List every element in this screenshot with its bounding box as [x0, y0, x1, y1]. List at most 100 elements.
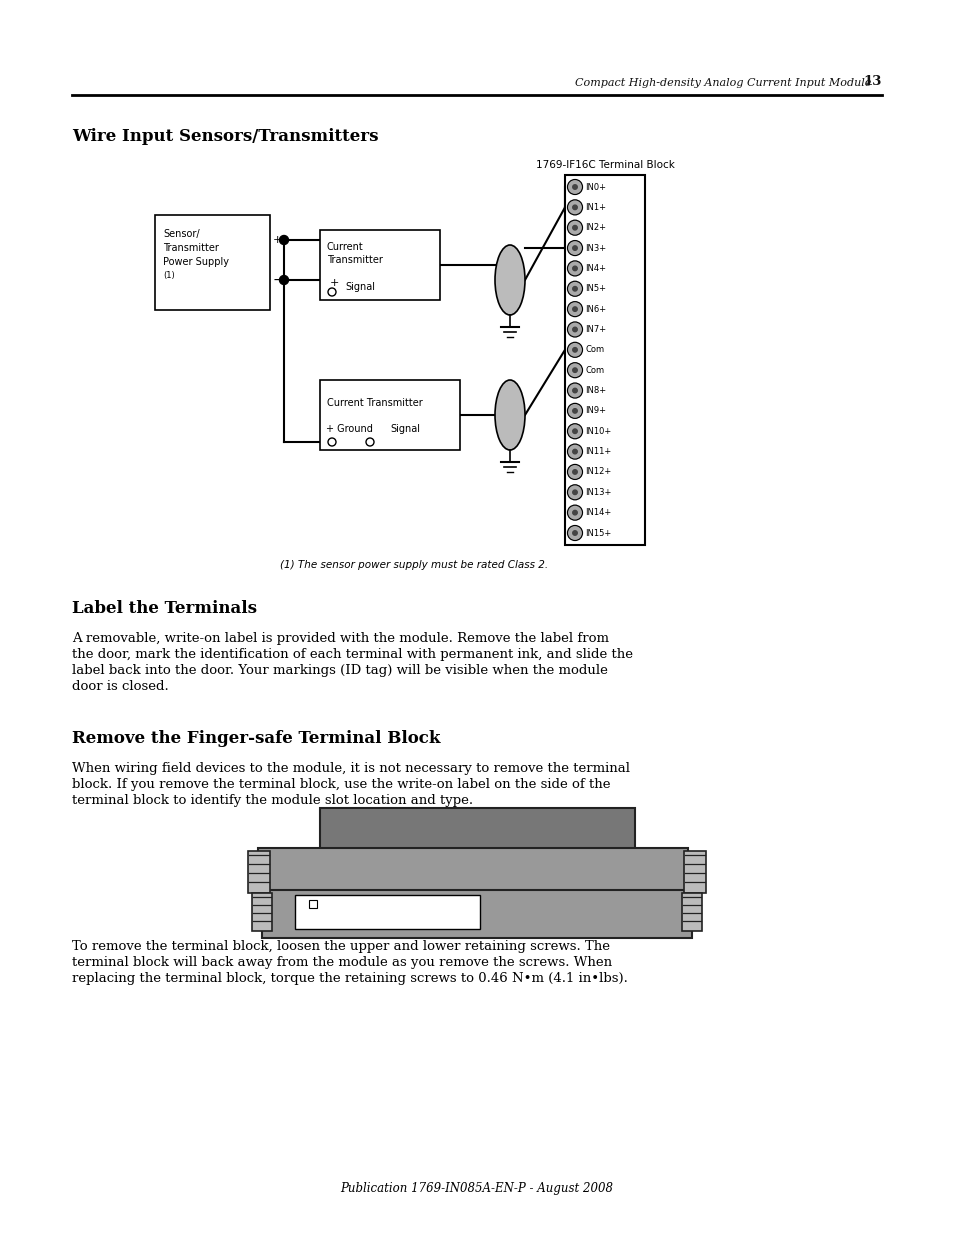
Circle shape — [572, 267, 577, 270]
Circle shape — [572, 287, 577, 291]
Text: Com: Com — [585, 346, 604, 354]
Text: Current Transmitter: Current Transmitter — [327, 398, 422, 408]
Circle shape — [572, 185, 577, 189]
Circle shape — [567, 485, 582, 500]
Bar — [681, 893, 701, 931]
Circle shape — [572, 388, 577, 393]
Circle shape — [567, 342, 582, 357]
Text: 1769-IF16C Terminal Block: 1769-IF16C Terminal Block — [535, 161, 674, 170]
Circle shape — [567, 404, 582, 419]
Text: When wiring field devices to the module, it is not necessary to remove the termi: When wiring field devices to the module,… — [71, 762, 629, 776]
Circle shape — [567, 179, 582, 194]
Circle shape — [279, 275, 288, 284]
Circle shape — [572, 327, 577, 332]
Circle shape — [567, 261, 582, 275]
Circle shape — [572, 226, 577, 230]
Text: −: − — [273, 273, 284, 287]
Text: →: → — [467, 900, 476, 910]
Text: IN0+: IN0+ — [585, 183, 606, 191]
Circle shape — [567, 526, 582, 541]
Text: Signal: Signal — [390, 424, 419, 433]
Text: label back into the door. Your markings (ID tag) will be visible when the module: label back into the door. Your markings … — [71, 664, 607, 677]
Text: IN12+: IN12+ — [585, 467, 611, 477]
Text: Sensor/: Sensor/ — [163, 228, 199, 240]
Circle shape — [572, 450, 577, 453]
Circle shape — [567, 282, 582, 296]
Text: +: + — [330, 278, 339, 288]
Text: MODULE TYPE _____: MODULE TYPE _____ — [297, 913, 381, 923]
Text: SLOT #___: SLOT #___ — [319, 900, 366, 909]
Text: Compact High-density Analog Current Input Module: Compact High-density Analog Current Inpu… — [575, 78, 870, 88]
Text: Transmitter: Transmitter — [327, 254, 382, 266]
Circle shape — [567, 200, 582, 215]
Text: IN6+: IN6+ — [585, 305, 606, 314]
Text: IN3+: IN3+ — [585, 243, 606, 253]
Circle shape — [572, 306, 577, 311]
Ellipse shape — [495, 245, 524, 315]
Text: Current: Current — [327, 242, 363, 252]
Bar — [319, 380, 459, 450]
Circle shape — [572, 531, 577, 535]
Text: Wire Input Sensors/Transmitters: Wire Input Sensors/Transmitters — [71, 128, 378, 144]
Text: Transmitter: Transmitter — [163, 243, 218, 253]
Bar — [319, 230, 439, 300]
Text: terminal block to identify the module slot location and type.: terminal block to identify the module sl… — [71, 794, 473, 806]
Text: A removable, write-on label is provided with the module. Remove the label from: A removable, write-on label is provided … — [71, 632, 608, 645]
Circle shape — [567, 241, 582, 256]
Circle shape — [572, 368, 577, 373]
Circle shape — [572, 409, 577, 414]
Text: the door, mark the identification of each terminal with permanent ink, and slide: the door, mark the identification of eac… — [71, 648, 633, 661]
Text: IN7+: IN7+ — [585, 325, 606, 333]
Text: 13: 13 — [862, 75, 882, 88]
Text: To remove the terminal block, loosen the upper and lower retaining screws. The: To remove the terminal block, loosen the… — [71, 940, 609, 953]
Text: IN13+: IN13+ — [585, 488, 611, 496]
Circle shape — [572, 347, 577, 352]
Text: IN1+: IN1+ — [585, 203, 606, 212]
Text: IN14+: IN14+ — [585, 508, 611, 517]
Circle shape — [567, 424, 582, 438]
Circle shape — [567, 301, 582, 316]
Text: +: + — [273, 235, 282, 245]
Text: IN11+: IN11+ — [585, 447, 611, 456]
Text: IN9+: IN9+ — [585, 406, 606, 415]
Bar — [309, 900, 316, 908]
Circle shape — [572, 429, 577, 433]
Text: IN2+: IN2+ — [585, 224, 606, 232]
Text: + Ground: + Ground — [326, 424, 373, 433]
Circle shape — [572, 205, 577, 210]
Text: Remove the Finger-safe Terminal Block: Remove the Finger-safe Terminal Block — [71, 730, 440, 747]
Text: terminal block will back away from the module as you remove the screws. When: terminal block will back away from the m… — [71, 956, 612, 969]
Circle shape — [567, 363, 582, 378]
Text: Label the Terminals: Label the Terminals — [71, 600, 256, 618]
Text: IN4+: IN4+ — [585, 264, 606, 273]
Bar — [257, 848, 687, 898]
Text: (1): (1) — [163, 270, 174, 280]
Circle shape — [572, 469, 577, 474]
Text: (1) The sensor power supply must be rated Class 2.: (1) The sensor power supply must be rate… — [280, 559, 548, 571]
Bar — [319, 808, 635, 853]
Circle shape — [572, 510, 577, 515]
Text: Signal: Signal — [345, 282, 375, 291]
Text: IN10+: IN10+ — [585, 427, 611, 436]
Circle shape — [567, 445, 582, 459]
Text: Power Supply: Power Supply — [163, 257, 229, 267]
Text: RoHS: RoHS — [454, 913, 476, 923]
Bar — [683, 851, 705, 893]
Circle shape — [572, 246, 577, 251]
Text: Publication 1769-IN085A-EN-P - August 2008: Publication 1769-IN085A-EN-P - August 20… — [340, 1182, 613, 1195]
Bar — [252, 893, 272, 931]
Ellipse shape — [495, 380, 524, 450]
Circle shape — [279, 236, 288, 245]
Circle shape — [567, 322, 582, 337]
Circle shape — [567, 220, 582, 235]
Text: IN8+: IN8+ — [585, 387, 606, 395]
Text: ←: ← — [298, 900, 307, 910]
Circle shape — [567, 383, 582, 398]
Bar — [262, 890, 691, 939]
Bar — [294, 895, 479, 929]
Circle shape — [567, 464, 582, 479]
Bar — [154, 215, 270, 310]
Text: IN15+: IN15+ — [585, 529, 611, 537]
Circle shape — [567, 505, 582, 520]
Text: Com: Com — [585, 366, 604, 374]
